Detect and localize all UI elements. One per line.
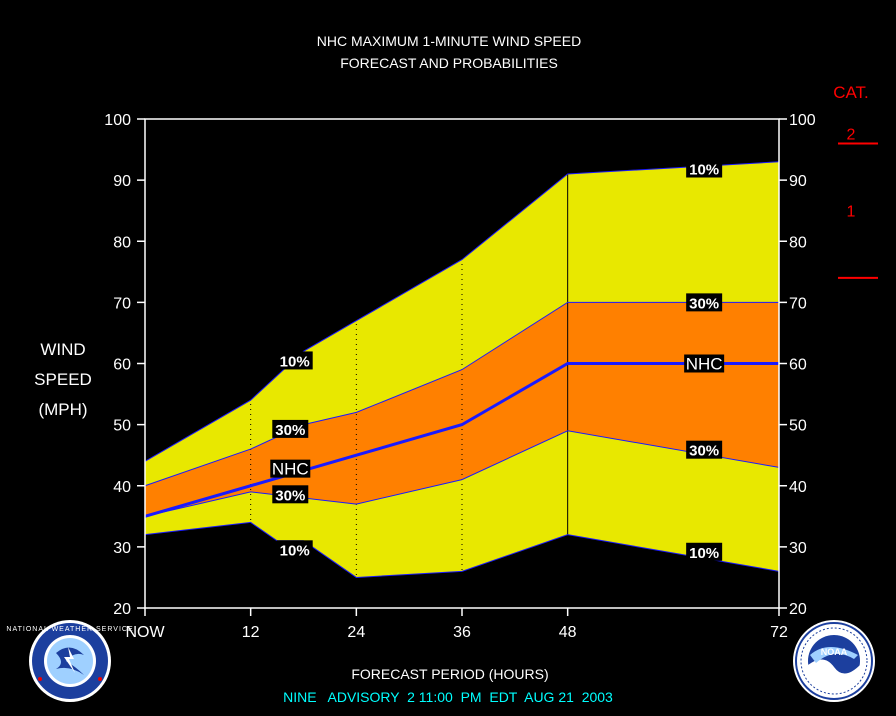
ylabel-line-2: SPEED [34, 370, 92, 389]
series-line-upper_30 [144, 301, 779, 487]
annotation-bg-7 [684, 354, 725, 373]
annotation-label-2: NHC [272, 460, 309, 479]
noaa-logo-text: NOAA [821, 647, 848, 657]
ytick-label-right-80: 80 [789, 234, 807, 251]
category-title: CAT. [833, 83, 869, 102]
noaa-logo-icon: NOAA [793, 620, 875, 702]
ytick-label-right-50: 50 [789, 418, 807, 435]
nws-logo-icon: NATIONAL WEATHER SERVICE [6, 620, 133, 702]
xtick-label-12: 12 [242, 624, 260, 641]
plot-area [144, 119, 780, 608]
ytick-label-left-20: 20 [113, 601, 131, 618]
annotation-label-5: 10% [689, 162, 719, 179]
series-line-forecast [144, 362, 779, 518]
ytick-label-right-20: 20 [789, 601, 807, 618]
annotation-bg-4 [276, 540, 313, 559]
ylabel-line-3: (MPH) [38, 400, 87, 419]
annotation-bg-3 [272, 485, 309, 504]
xtick-label-NOW: NOW [125, 624, 165, 641]
category-label-1: 1 [847, 204, 856, 221]
annotation-bg-5 [686, 159, 723, 178]
series-line-lower_10 [144, 521, 780, 578]
annotation-label-6: 30% [689, 295, 719, 312]
annotation-bg-9 [686, 542, 723, 561]
ytick-label-left-50: 50 [113, 418, 131, 435]
xtick-label-24: 24 [347, 624, 365, 641]
annotation-label-7: NHC [686, 355, 723, 374]
ytick-label-left-80: 80 [113, 234, 131, 251]
category-label-2: 2 [847, 126, 856, 143]
ytick-label-left-60: 60 [113, 357, 131, 374]
xtick-label-36: 36 [453, 624, 471, 641]
nws-logo-text: NATIONAL WEATHER SERVICE [6, 626, 133, 633]
xlabel: FORECAST PERIOD (HOURS) [351, 666, 548, 682]
ylabel-line-1: WIND [40, 340, 85, 359]
annotation-bg-1 [272, 419, 309, 438]
series-line-lower_30 [144, 430, 780, 517]
ytick-label-right-70: 70 [789, 295, 807, 312]
annotations: 10% 30% NHC 30% 10% 10% 30% NHC 30% 10% [270, 159, 725, 562]
annotation-bg-0 [276, 351, 313, 370]
ytick-label-left-70: 70 [113, 295, 131, 312]
annotation-label-0: 10% [280, 353, 310, 370]
ytick-label-left-30: 30 [113, 540, 131, 557]
category-scale: 12 [838, 126, 878, 279]
ytick-label-right-40: 40 [789, 479, 807, 496]
xtick-label-72: 72 [770, 624, 788, 641]
ytick-label-right-90: 90 [789, 173, 807, 190]
annotation-label-4: 10% [280, 542, 310, 559]
ytick-label-left-90: 90 [113, 173, 131, 190]
axes: 20 20 30 30 40 40 50 50 60 60 70 70 80 80 90 90 100 100 NO… [104, 112, 816, 641]
annotation-label-3: 30% [275, 487, 305, 504]
ytick-label-left-100: 100 [104, 112, 131, 129]
ytick-label-right-30: 30 [789, 540, 807, 557]
chart-subtitle: FORECAST AND PROBABILITIES [340, 55, 558, 71]
annotation-label-1: 30% [275, 422, 305, 439]
series-line-upper_10 [144, 161, 780, 462]
annotation-bg-8 [686, 440, 723, 459]
xtick-label-48: 48 [559, 624, 577, 641]
annotation-bg-2 [270, 459, 311, 478]
chart-title: NHC MAXIMUM 1-MINUTE WIND SPEED [317, 33, 581, 49]
annotation-bg-6 [686, 293, 723, 312]
ytick-label-right-100: 100 [789, 112, 816, 129]
ytick-label-left-40: 40 [113, 479, 131, 496]
annotation-label-8: 30% [689, 443, 719, 460]
ytick-label-right-60: 60 [789, 357, 807, 374]
footer-advisory: NINE ADVISORY 2 11:00 PM EDT AUG 21 2003 [283, 689, 613, 705]
annotation-label-9: 10% [689, 545, 719, 562]
